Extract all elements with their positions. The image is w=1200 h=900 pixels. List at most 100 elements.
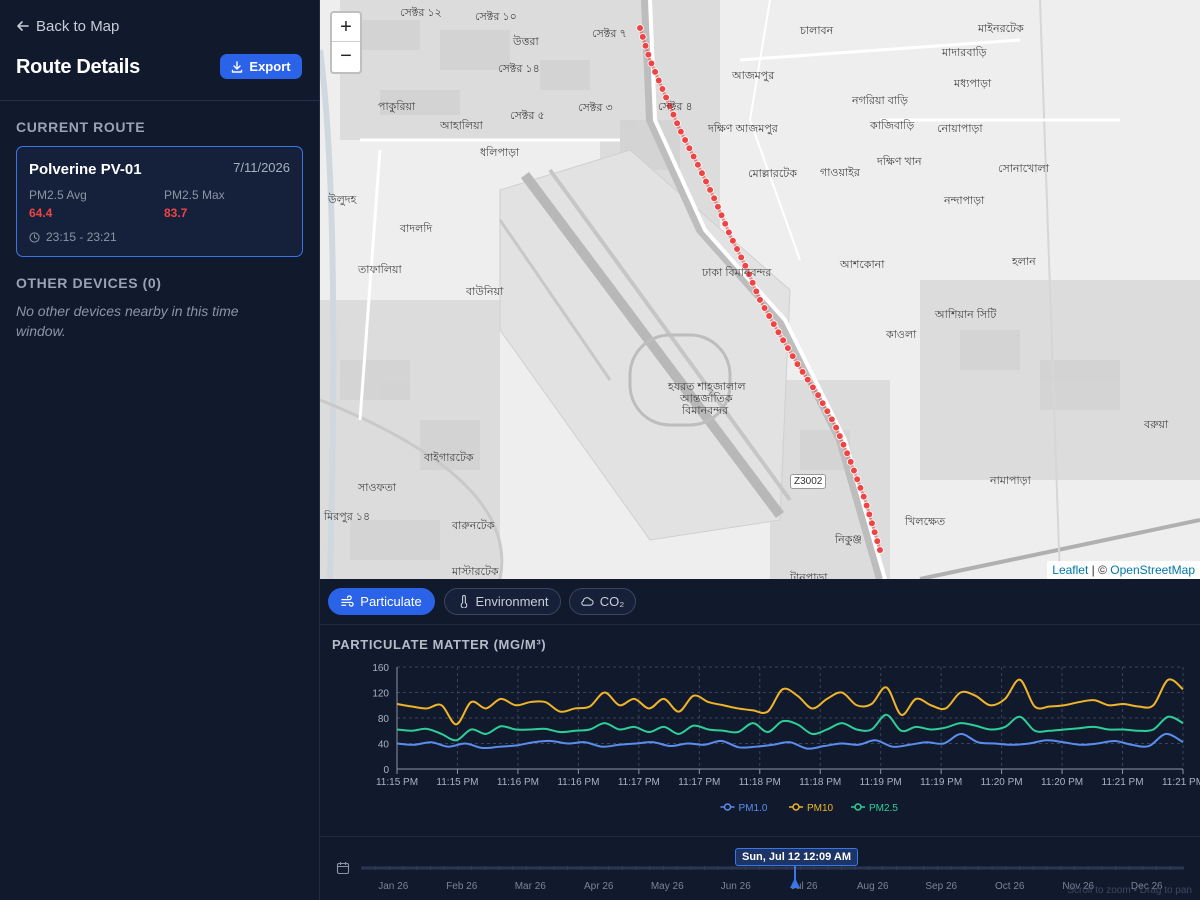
- legend-item[interactable]: PM10: [789, 803, 834, 814]
- y-tick-label: 0: [383, 765, 389, 776]
- x-tick-label: 11:20 PM: [1041, 777, 1083, 788]
- route-point[interactable]: [725, 228, 733, 237]
- route-map[interactable]: সেক্টর ১২ সেক্টর ১০ উত্তরা সেক্টর ৭ সেক্টর ১…: [320, 0, 1200, 579]
- route-point[interactable]: [765, 312, 773, 320]
- route-point[interactable]: [774, 328, 783, 336]
- route-point[interactable]: [859, 492, 868, 501]
- zoom-in-button[interactable]: +: [332, 13, 360, 42]
- route-point[interactable]: [710, 194, 718, 203]
- map-place-label: বিমানবন্দর: [682, 405, 729, 417]
- route-point[interactable]: [769, 320, 778, 328]
- route-point[interactable]: [850, 466, 858, 475]
- route-point[interactable]: [636, 24, 644, 32]
- route-point[interactable]: [846, 458, 855, 466]
- leaflet-link[interactable]: Leaflet: [1052, 563, 1089, 577]
- zoom-out-button[interactable]: −: [340, 45, 352, 67]
- route-point[interactable]: [673, 119, 681, 127]
- metric-tabs: Particulate Environment CO₂: [320, 579, 1200, 625]
- route-point[interactable]: [717, 211, 726, 220]
- legend-item[interactable]: PM2.5: [851, 803, 898, 814]
- timeline-month-label: Aug 26: [857, 881, 889, 892]
- cloud-icon: [581, 597, 594, 606]
- export-button[interactable]: Export: [220, 54, 302, 79]
- route-point[interactable]: [651, 68, 659, 76]
- route-point[interactable]: [760, 304, 769, 312]
- series-line-pm10[interactable]: [396, 732, 1184, 750]
- timeline-month-label: Jun 26: [721, 881, 751, 892]
- route-point[interactable]: [823, 407, 832, 416]
- route-point[interactable]: [644, 50, 653, 59]
- route-point[interactable]: [745, 270, 753, 279]
- route-point[interactable]: [873, 537, 882, 545]
- tab-environment[interactable]: Environment: [444, 588, 561, 615]
- y-tick-label: 40: [378, 740, 390, 751]
- route-point[interactable]: [798, 368, 807, 376]
- route-point[interactable]: [865, 510, 874, 519]
- route-point[interactable]: [694, 160, 702, 169]
- timeline-month-label: Apr 26: [584, 881, 614, 892]
- route-point[interactable]: [793, 360, 802, 368]
- route-point[interactable]: [835, 432, 844, 440]
- map-place-label: নিকুঞ্জ: [835, 534, 862, 546]
- current-route-card[interactable]: Polverine PV-01 7/11/2026 PM2.5 Avg 64.4…: [16, 146, 303, 257]
- route-point[interactable]: [756, 296, 764, 304]
- route-point[interactable]: [788, 352, 797, 360]
- osm-link[interactable]: OpenStreetMap: [1110, 563, 1195, 577]
- route-point[interactable]: [843, 449, 851, 458]
- timeline-handle[interactable]: [790, 878, 800, 888]
- back-to-map-link[interactable]: Back to Map: [16, 16, 303, 36]
- route-point[interactable]: [729, 236, 737, 245]
- map-place-label: গাওয়াইর: [820, 167, 860, 179]
- route-point[interactable]: [748, 279, 757, 287]
- map-place-label: হযরত শাহজালাল: [668, 381, 746, 393]
- tab-particulate[interactable]: Particulate: [328, 588, 435, 615]
- series-line-pm25[interactable]: [396, 713, 1184, 742]
- route-point[interactable]: [658, 85, 667, 93]
- particulate-chart[interactable]: PARTICULATE MATTER (MG/M³) 0 40 80 120 160 11…: [320, 625, 1200, 836]
- route-point[interactable]: [665, 102, 674, 110]
- legend-item[interactable]: PM1.0: [720, 803, 768, 814]
- route-point[interactable]: [876, 546, 884, 554]
- route-point[interactable]: [752, 287, 761, 296]
- route-point[interactable]: [706, 186, 714, 194]
- route-point[interactable]: [803, 375, 812, 384]
- tab-co2[interactable]: CO₂: [569, 588, 636, 615]
- route-point[interactable]: [698, 169, 706, 177]
- route-point[interactable]: [654, 76, 663, 85]
- route-point[interactable]: [669, 110, 678, 119]
- tab-co2-label: CO₂: [599, 594, 625, 609]
- route-point[interactable]: [733, 245, 741, 253]
- route-point[interactable]: [689, 152, 698, 161]
- route-point[interactable]: [853, 475, 862, 484]
- route-point[interactable]: [638, 33, 647, 41]
- route-point[interactable]: [741, 261, 750, 270]
- route-point[interactable]: [814, 391, 822, 399]
- map-place-label: তাফালিয়া: [358, 264, 402, 276]
- route-point[interactable]: [714, 202, 722, 211]
- route-point[interactable]: [868, 519, 876, 528]
- route-point[interactable]: [862, 501, 871, 510]
- map-place-label: টানপাড়া: [790, 572, 828, 579]
- x-tick-label: 11:21 PM: [1162, 777, 1200, 788]
- route-point[interactable]: [737, 253, 745, 262]
- map-place-label: দক্ষিণ আজমপুর: [708, 123, 778, 135]
- series-line-pm10[interactable]: [396, 678, 1184, 726]
- route-point[interactable]: [818, 399, 827, 407]
- route-point[interactable]: [721, 220, 730, 228]
- route-point[interactable]: [856, 484, 865, 492]
- route-point[interactable]: [832, 423, 840, 432]
- route-point[interactable]: [685, 144, 694, 153]
- route-point[interactable]: [809, 383, 817, 392]
- route-point[interactable]: [779, 336, 787, 345]
- route-point[interactable]: [784, 344, 792, 352]
- route-point[interactable]: [702, 177, 710, 186]
- route-point[interactable]: [677, 127, 685, 136]
- route-point[interactable]: [681, 136, 689, 144]
- route-point[interactable]: [839, 440, 848, 449]
- route-point[interactable]: [641, 41, 650, 50]
- route-point[interactable]: [870, 528, 879, 536]
- route-point[interactable]: [828, 415, 836, 424]
- route-point[interactable]: [647, 59, 656, 68]
- timeline-scrubber[interactable]: Jan 26 Feb 26 Mar 26 Apr 26 May 26 Jun 26 Jul …: [320, 836, 1200, 900]
- route-point[interactable]: [662, 93, 670, 102]
